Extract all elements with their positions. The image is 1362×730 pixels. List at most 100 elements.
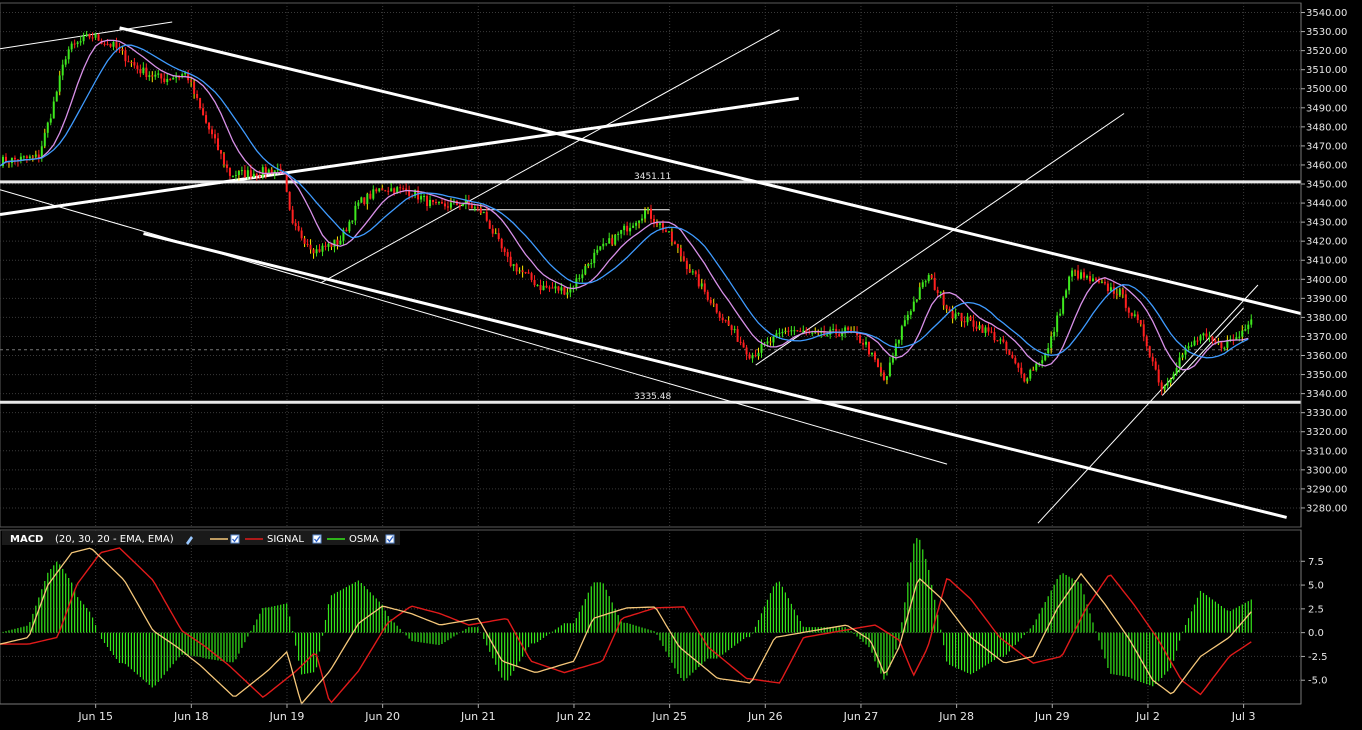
- candle-body: [879, 367, 882, 373]
- candle-body: [865, 341, 868, 345]
- candle-body: [85, 34, 88, 37]
- time-tick-label: Jun 22: [556, 710, 592, 723]
- candle-body: [369, 193, 372, 199]
- candle-body: [945, 305, 948, 309]
- candle-body: [417, 190, 420, 200]
- legend-checkbox-macd[interactable]: [230, 534, 240, 544]
- candle-body: [351, 220, 354, 222]
- price-tick-label: 3380.00: [1306, 313, 1347, 324]
- candle-body: [399, 187, 402, 189]
- candle-body: [545, 285, 548, 288]
- candle-body: [1059, 313, 1062, 316]
- trend-lines[interactable]: [0, 21, 1302, 524]
- candle-body: [623, 225, 626, 231]
- candle-body: [446, 206, 449, 208]
- candle-body: [291, 209, 294, 224]
- candle-body: [587, 263, 590, 267]
- candle-body: [142, 67, 145, 74]
- candle-body: [515, 264, 518, 272]
- candle-body: [790, 330, 793, 332]
- candle-body: [46, 122, 49, 133]
- candle-body: [903, 320, 906, 327]
- candle-body: [264, 167, 267, 175]
- candle-body: [521, 270, 524, 273]
- candle-body: [1142, 324, 1145, 337]
- candle-body: [166, 79, 169, 83]
- candle-body: [372, 189, 375, 199]
- candle-body: [1002, 339, 1005, 342]
- candle-body: [745, 347, 748, 355]
- pencil-icon[interactable]: [186, 536, 193, 545]
- candle-body: [817, 332, 820, 334]
- price-tick-label: 3290.00: [1306, 484, 1347, 495]
- candle-body: [912, 301, 915, 312]
- moving-average-line: [0, 39, 1249, 371]
- candle-body: [1184, 348, 1187, 355]
- candle-body: [1032, 369, 1035, 371]
- candle-body: [1202, 333, 1205, 336]
- candle-body: [1235, 337, 1238, 340]
- candle-body: [1133, 314, 1136, 316]
- candle-body: [781, 332, 784, 334]
- candle-body: [984, 327, 987, 333]
- candle-body: [787, 330, 790, 332]
- macd-legend-params: (20, 30, 20 - EMA, EMA): [55, 534, 174, 545]
- candle-body: [948, 308, 951, 312]
- price-tick-label: 3410.00: [1306, 256, 1347, 267]
- candle-body: [593, 252, 596, 264]
- candle-body: [850, 329, 853, 332]
- legend-checkbox-signal[interactable]: [312, 534, 322, 544]
- candle-body: [930, 275, 933, 278]
- candle-body: [918, 287, 921, 300]
- candle-body: [1023, 373, 1026, 382]
- candle-body: [993, 332, 996, 341]
- candle-body: [1169, 379, 1172, 383]
- time-tick-label: Jun 18: [173, 710, 209, 723]
- candle-body: [384, 190, 387, 192]
- candle-body: [136, 65, 139, 70]
- candle-body: [578, 278, 581, 280]
- macd-legend: MACD (20, 30, 20 - EMA, EMA) SIGNAL OSMA: [2, 531, 400, 545]
- candle-body: [151, 75, 154, 77]
- price-tick-label: 3350.00: [1306, 370, 1347, 381]
- candle-body: [1157, 369, 1160, 383]
- candle-body: [862, 342, 865, 345]
- price-tick-label: 3480.00: [1306, 122, 1347, 133]
- candle-body: [856, 331, 859, 336]
- legend-label-signal: SIGNAL: [267, 534, 304, 545]
- price-tick-label: 3430.00: [1306, 218, 1347, 229]
- candle-body: [754, 355, 757, 357]
- candle-body: [43, 132, 46, 147]
- time-tick-label: Jun 15: [77, 710, 113, 723]
- candle-body: [873, 352, 876, 360]
- candle-body: [876, 359, 879, 368]
- candle-body: [981, 325, 984, 333]
- candle-body: [285, 173, 288, 192]
- candle-body: [838, 334, 841, 337]
- candle-body: [339, 240, 342, 245]
- candle-body: [1091, 278, 1094, 282]
- candle-body: [55, 91, 58, 102]
- candle-body: [205, 115, 208, 123]
- candle-body: [440, 202, 443, 204]
- candle-body: [402, 188, 405, 190]
- candle-body: [1178, 357, 1181, 369]
- candle-body: [715, 303, 718, 313]
- candle-body: [670, 231, 673, 242]
- legend-checkbox-osma[interactable]: [385, 534, 395, 544]
- time-tick-label: Jun 21: [460, 710, 496, 723]
- candle-body: [1065, 290, 1068, 298]
- candle-body: [942, 291, 945, 306]
- candle-body: [240, 170, 243, 172]
- candle-body: [727, 320, 730, 326]
- candle-body: [25, 156, 28, 159]
- candle-body: [739, 341, 742, 343]
- price-tick-label: 3450.00: [1306, 180, 1347, 191]
- candle-body: [479, 207, 482, 214]
- candle-body: [470, 204, 473, 209]
- candle-body: [10, 157, 13, 164]
- candle-body: [667, 231, 670, 233]
- candle-body: [426, 195, 429, 207]
- candle-body: [1130, 312, 1133, 316]
